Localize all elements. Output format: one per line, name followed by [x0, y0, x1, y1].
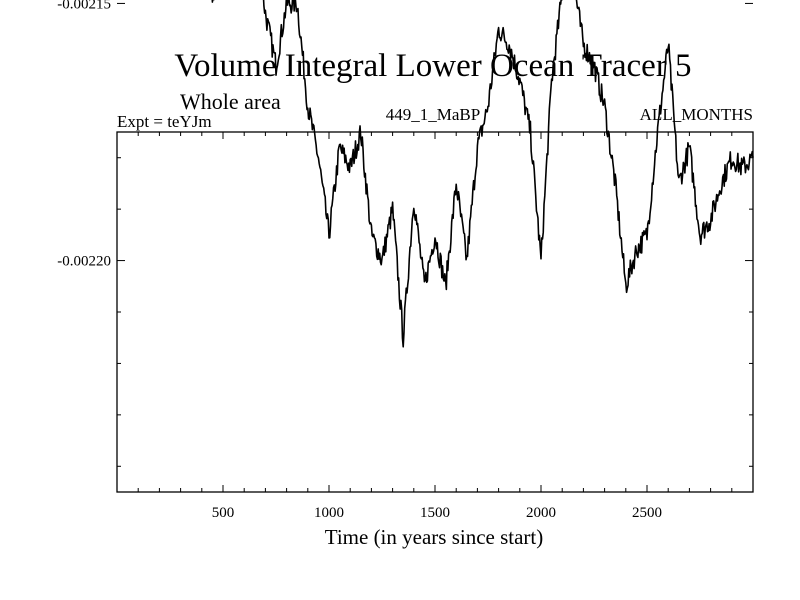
months-label: ALL_MONTHS — [640, 105, 753, 124]
plot-frame — [116, 131, 754, 493]
expt-label: Expt = teYJm — [117, 112, 212, 131]
run-label: 449_1_MaBP — [386, 105, 480, 124]
series-line-tracer5 — [211, 0, 754, 348]
x-tick-label: 2500 — [632, 505, 662, 521]
x-tick-label: 1500 — [420, 505, 450, 521]
y-tick-label: -0.00220 — [57, 254, 111, 270]
x-tick-label: 2000 — [526, 505, 556, 521]
x-tick-label: 1000 — [314, 505, 344, 521]
x-axis-ticks: 500 1000 1500 2000 2500 — [137, 132, 733, 521]
chart-title: Volume Integral Lower Ocean Tracer 5 — [174, 48, 691, 84]
x-axis-label: Time (in years since start) — [325, 525, 544, 549]
y-tick-label: -0.00215 — [57, 0, 111, 12]
x-tick-label: 500 — [212, 505, 235, 521]
chart-subtitle: Whole area — [180, 89, 281, 114]
plot-series-group — [211, 0, 754, 348]
